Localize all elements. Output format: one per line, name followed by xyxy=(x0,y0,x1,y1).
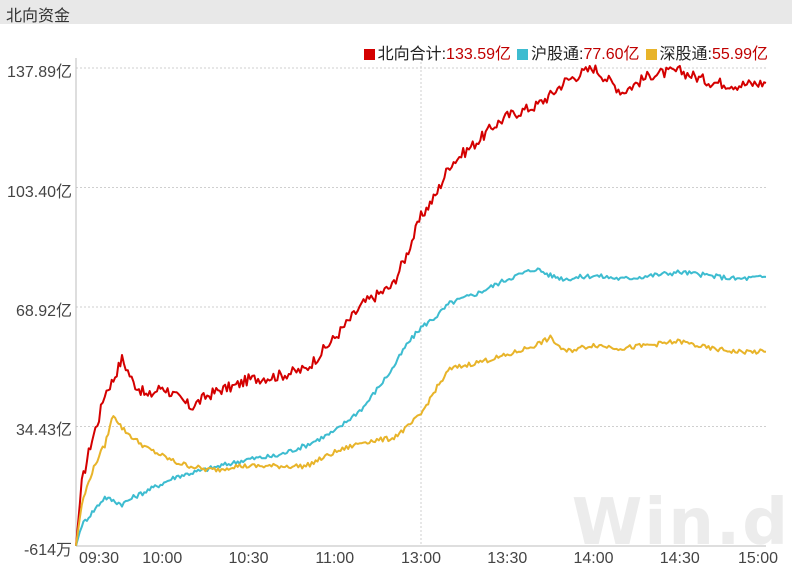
y-tick-label: 34.43亿 xyxy=(15,422,72,440)
legend-item: 深股通:55.99亿 xyxy=(645,40,768,64)
legend-item: 沪股通:77.60亿 xyxy=(517,40,640,64)
x-tick-label: 11:00 xyxy=(315,550,355,567)
x-tick-label: 13:30 xyxy=(487,550,528,567)
chart-legend: 北向合计:133.59亿 沪股通:77.60亿 深股通:55.99亿 xyxy=(358,40,768,64)
legend-swatch xyxy=(517,49,528,60)
series-line-2 xyxy=(75,267,767,547)
legend-value: 133.59亿 xyxy=(446,46,511,63)
legend-value: 55.99亿 xyxy=(711,46,768,63)
legend-item: 北向合计:133.59亿 xyxy=(363,40,511,64)
watermark-logo: Win.d xyxy=(571,486,790,560)
legend-swatch xyxy=(363,49,375,60)
x-tick-label: 09:30 xyxy=(78,550,120,567)
x-tick-label: 14:00 xyxy=(573,550,614,567)
y-tick-label: 137.89亿 xyxy=(7,64,72,81)
y-tick-label: -614万 xyxy=(23,542,72,559)
series-line-1 xyxy=(75,64,767,546)
legend-swatch xyxy=(645,49,657,60)
x-tick-label: 10:30 xyxy=(228,550,269,567)
legend-value: 77.60亿 xyxy=(583,46,640,63)
series-line-3 xyxy=(75,334,767,546)
legend-label: 沪股通: xyxy=(531,46,584,63)
x-tick-label: 14:30 xyxy=(659,550,700,567)
y-tick-label: 68.92亿 xyxy=(15,302,72,320)
legend-label: 深股通: xyxy=(659,46,712,63)
x-tick-label: 10:00 xyxy=(142,550,183,567)
x-tick-label: 15:00 xyxy=(737,550,779,567)
chart-title-bar: 北向资金 xyxy=(0,0,792,25)
x-tick-label: 13:00 xyxy=(400,550,442,567)
window-title: 北向资金 xyxy=(6,8,71,25)
legend-label: 北向合计: xyxy=(377,46,447,63)
y-tick-label: 103.40亿 xyxy=(7,183,72,201)
